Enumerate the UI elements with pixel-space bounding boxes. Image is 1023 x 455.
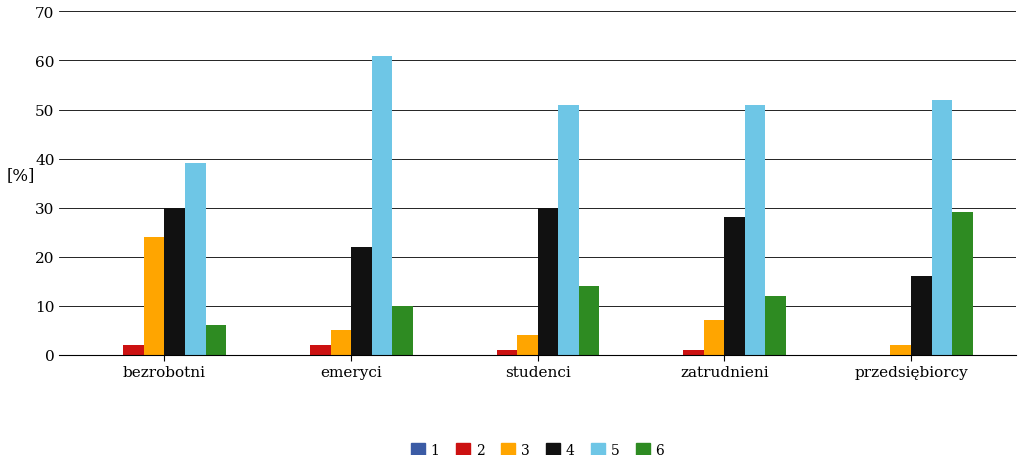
Bar	[165, 208, 185, 355]
Bar	[496, 350, 518, 355]
Bar	[371, 56, 392, 355]
Bar	[683, 350, 704, 355]
Bar	[559, 106, 579, 355]
Bar	[392, 306, 412, 355]
Bar	[724, 218, 745, 355]
Bar	[765, 296, 786, 355]
Bar	[351, 247, 371, 355]
Bar	[206, 325, 226, 355]
Bar	[144, 238, 165, 355]
Bar	[704, 321, 724, 355]
Bar	[890, 345, 911, 355]
Bar	[518, 335, 538, 355]
Bar	[330, 330, 351, 355]
Bar	[124, 345, 144, 355]
Bar	[185, 164, 206, 355]
Bar	[579, 286, 599, 355]
Bar	[538, 208, 559, 355]
Bar	[932, 101, 952, 355]
Bar	[952, 213, 973, 355]
Bar	[911, 277, 932, 355]
Bar	[745, 106, 765, 355]
Bar	[310, 345, 330, 355]
Y-axis label: [%]: [%]	[7, 167, 36, 184]
Legend: 1, 2, 3, 4, 5, 6: 1, 2, 3, 4, 5, 6	[406, 437, 670, 455]
